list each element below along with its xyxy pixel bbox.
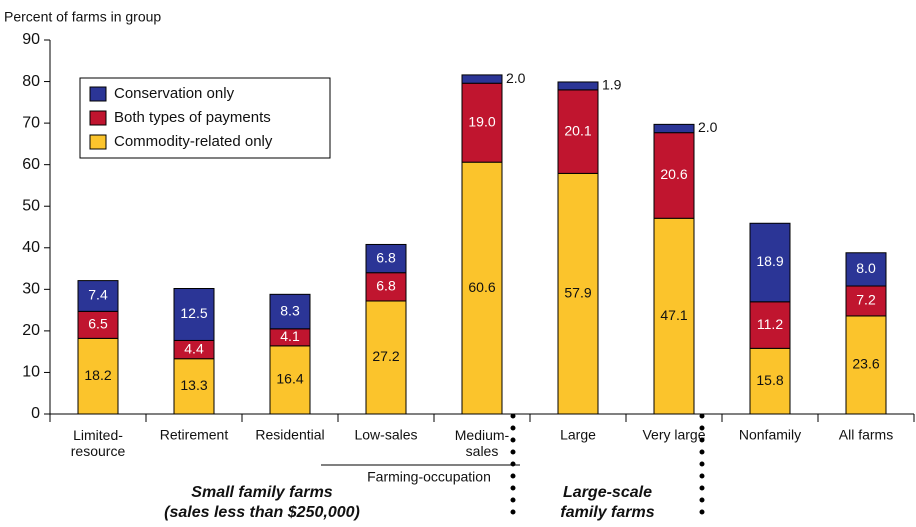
data-label: 18.2 [84,367,111,383]
data-label: 60.6 [468,279,495,295]
data-label: 4.1 [280,328,300,344]
group-label: Small family farms (sales less than $250,… [164,484,360,521]
data-label: 20.6 [660,166,687,182]
bar-segment [749,301,791,349]
legend-label: Commodity-related only [114,133,273,150]
y-tick-label: 40 [22,239,40,256]
bar-segment [749,347,791,415]
data-label: 4.4 [184,340,204,356]
data-label: 11.2 [757,316,783,332]
bar-segment [461,161,503,415]
x-tick-label: Limited-resource [71,427,126,459]
y-tick-label: 0 [31,405,40,422]
data-label: 20.1 [564,122,591,138]
legend-swatch [89,86,107,102]
bar-segment [845,315,887,415]
bar-segment [461,74,503,84]
x-tick-label: Retirement [160,427,229,443]
y-tick-label: 90 [22,31,40,48]
data-label: 6.5 [88,316,108,332]
group-label: Large-scale family farms [560,484,654,521]
bar-segment [557,89,599,174]
bar-segment [557,81,599,91]
bar-segment [77,280,119,312]
bar-segment [365,300,407,415]
y-tick-label: 60 [22,156,40,173]
legend-swatch [89,134,107,150]
bar-segment [557,172,599,415]
y-tick-label: 30 [22,281,40,298]
x-tick-label: Nonfamily [739,427,801,443]
legend-label: Conservation only [114,85,235,102]
y-tick-label: 50 [22,197,40,214]
data-label: 12.5 [180,305,207,321]
data-label: 8.0 [856,260,876,276]
bar-segment [365,272,407,302]
bar-segment [653,123,695,134]
data-label: 16.4 [276,371,303,387]
legend-box [79,77,331,159]
x-tick-label: Medium-sales [455,427,510,459]
bar-segment [749,222,791,303]
bar-segment [653,132,695,219]
data-label: 23.6 [852,356,879,372]
y-axis-title: Percent of farms in group [4,9,161,25]
data-label: 13.3 [180,377,207,393]
data-label: 57.9 [564,284,591,300]
data-label: 15.8 [756,372,783,388]
data-label: 47.1 [660,307,687,323]
data-label: 1.9 [602,77,622,93]
x-tick-label: Very large [642,427,705,443]
x-tick-label: Large [560,427,596,443]
y-tick-label: 80 [22,73,40,90]
bar-segment [365,243,407,274]
x-tick-label: Low-sales [354,427,417,443]
data-label: 2.0 [506,70,526,86]
legend-label: Both types of payments [114,109,271,126]
bar-segment [653,217,695,415]
data-label: 27.2 [372,348,399,364]
data-label: 19.0 [468,113,495,129]
data-label: 6.8 [376,249,396,265]
data-label: 2.0 [698,119,718,135]
bar-segment [461,82,503,163]
bar-segment [77,337,119,415]
y-tick-label: 70 [22,114,40,131]
data-label: 18.9 [756,253,783,269]
x-tick-label: All farms [839,427,893,443]
bar-segment [269,293,311,330]
legend-swatch [89,110,107,126]
y-tick-label: 20 [22,322,40,339]
data-label: 7.4 [88,287,108,303]
bar-segment [845,252,887,287]
data-label: 6.8 [376,278,396,294]
y-tick-label: 10 [22,364,40,381]
x-tick-label: Residential [255,427,324,443]
data-label: 8.3 [280,302,300,318]
data-label: 7.2 [856,292,876,308]
group-label: Farming-occupation [367,469,491,485]
bar-segment [173,288,215,341]
